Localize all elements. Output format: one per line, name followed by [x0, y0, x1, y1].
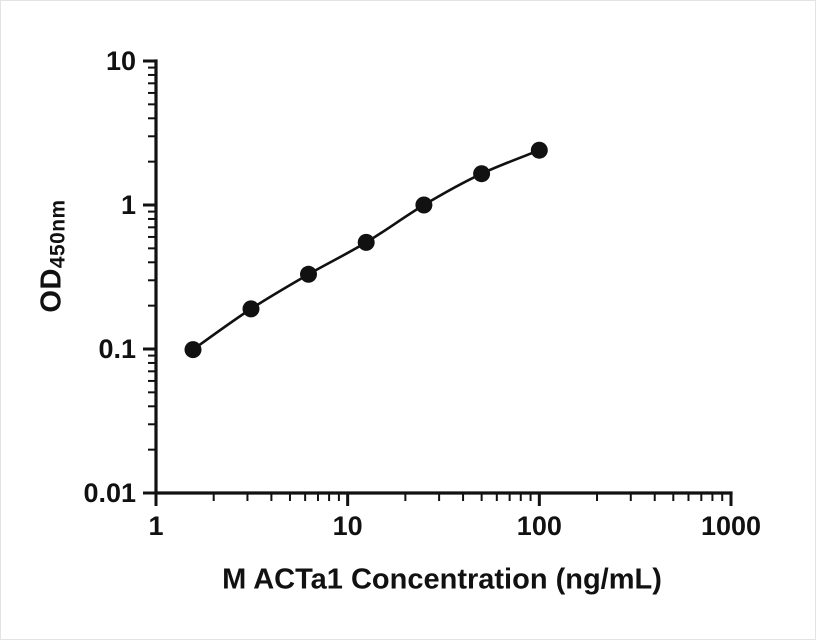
- data-point: [415, 196, 433, 214]
- data-point: [242, 300, 260, 318]
- x-tick-label: 1: [148, 511, 163, 541]
- y-axis-title-main: OD: [35, 268, 68, 313]
- data-point: [530, 141, 548, 159]
- y-tick-label: 1: [121, 190, 136, 220]
- y-axis-title: OD450nm: [36, 199, 71, 312]
- data-point: [357, 233, 375, 251]
- y-tick-label: 0.1: [98, 334, 136, 364]
- data-point: [473, 165, 491, 183]
- x-tick-label: 100: [517, 511, 562, 541]
- y-axis-title-subscript: 450nm: [46, 199, 70, 269]
- x-tick-label: 1000: [701, 511, 761, 541]
- x-axis-title: M ACTa1 Concentration (ng/mL): [222, 563, 662, 596]
- y-tick-label: 0.01: [83, 478, 136, 508]
- data-point: [184, 341, 202, 359]
- x-tick-label: 10: [333, 511, 363, 541]
- y-tick-label: 10: [106, 46, 136, 76]
- data-point: [300, 265, 317, 283]
